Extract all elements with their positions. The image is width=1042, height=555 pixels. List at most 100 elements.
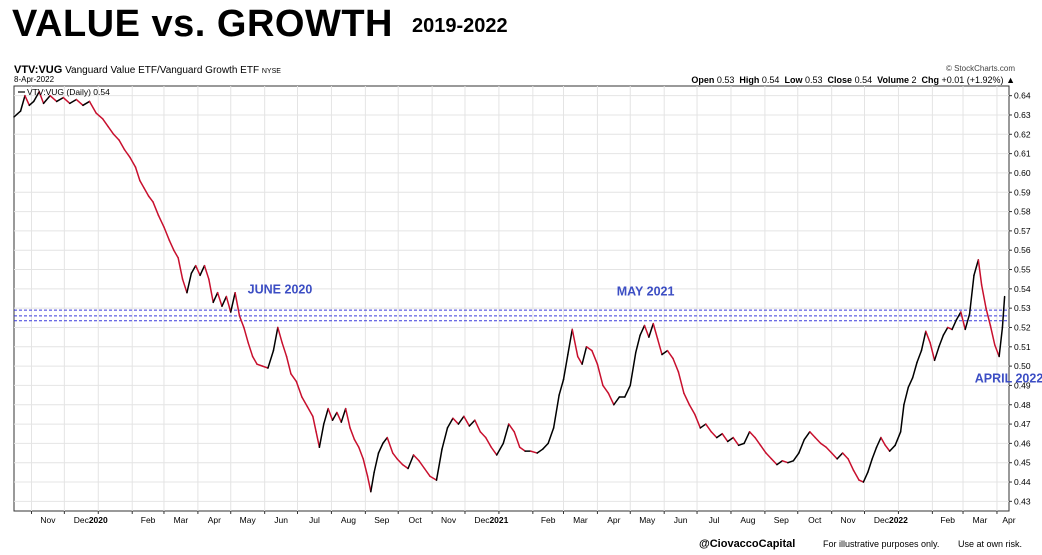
y-tick-label: 0.57 <box>1014 226 1031 236</box>
series-segment <box>770 458 778 466</box>
ohlc-high-label: High <box>739 75 760 85</box>
ohlc-close-value: 0.54 <box>854 75 873 85</box>
series-segment <box>602 384 610 394</box>
disclaimer-illustrative: For illustrative purposes only. <box>823 539 940 549</box>
series-segment <box>920 330 927 352</box>
x-tick-label: Apr <box>1002 515 1015 525</box>
y-tick-label: 0.48 <box>1014 400 1031 410</box>
chart-symbol: VTV:VUG <box>14 64 63 76</box>
series-segment <box>661 349 669 356</box>
series-segment <box>247 342 254 358</box>
series-segment <box>558 378 565 396</box>
series-segment <box>591 349 599 365</box>
y-tick-label: 0.58 <box>1014 207 1031 217</box>
series-segment <box>112 133 120 141</box>
series-segment <box>203 264 210 280</box>
series-segment <box>32 91 40 103</box>
series-segment <box>272 326 279 352</box>
series-segment <box>694 413 702 429</box>
series-segment <box>168 239 175 251</box>
ohlc-change-value: +0.01 (+1.92%) <box>941 75 1004 85</box>
x-tick-label: Nov <box>40 515 56 525</box>
series-segment <box>629 351 637 387</box>
series-segment <box>423 467 431 477</box>
ohlc-high-value: 0.54 <box>761 75 780 85</box>
series-segment <box>847 458 855 472</box>
series-segment <box>994 344 1000 358</box>
series-segment <box>989 324 996 346</box>
x-tick-label: Apr <box>208 515 221 525</box>
series-segment <box>495 442 505 456</box>
series-segment <box>28 100 35 107</box>
series-segment <box>177 257 184 280</box>
y-tick-label: 0.55 <box>1014 265 1031 275</box>
series-segment <box>234 291 241 317</box>
series-segment <box>323 407 329 425</box>
y-tick-label: 0.52 <box>1014 322 1031 332</box>
x-tick-label: May <box>240 515 257 525</box>
x-tick-label: Feb <box>541 515 556 525</box>
x-tick-label: Mar <box>174 515 189 525</box>
series-segment <box>929 342 936 362</box>
series-segment <box>82 100 91 107</box>
series-segment <box>391 452 398 460</box>
series-segment <box>933 346 940 362</box>
series-segment <box>366 475 372 493</box>
series-segment <box>446 417 454 429</box>
series-segment <box>412 454 420 462</box>
x-tick-label: 2021 <box>489 515 508 525</box>
x-tick-label: Oct <box>808 515 822 525</box>
price-ratio-chart: 0.43 0.44 0.45 0.46 0.47 0.48 0.49 0.50 0.51 0.52… <box>13 85 1042 525</box>
series-segment <box>639 324 646 336</box>
series-segment <box>862 471 869 483</box>
series-segment <box>331 411 338 421</box>
series-segment <box>358 446 364 460</box>
series-segment <box>216 291 223 307</box>
x-tick-label: Jun <box>274 515 288 525</box>
series-segment <box>715 432 723 439</box>
y-tick-label: 0.53 <box>1014 303 1031 313</box>
series-segment <box>190 264 197 275</box>
y-tick-label: 0.44 <box>1014 477 1031 487</box>
series-segment <box>502 423 510 445</box>
grid <box>14 86 1009 511</box>
y-tick-label: 0.50 <box>1014 361 1031 371</box>
series-segment <box>613 396 621 406</box>
series-segment <box>836 452 844 460</box>
y-tick-label: 0.60 <box>1014 168 1031 178</box>
ohlc-change-label: Chg <box>921 75 940 85</box>
series-segment <box>474 419 482 433</box>
series-segment <box>672 357 680 373</box>
series-segment <box>899 404 905 433</box>
series-segment <box>221 295 228 307</box>
series-segment <box>814 436 822 445</box>
series-segment <box>596 363 604 387</box>
series-segment <box>980 284 987 309</box>
series-segment <box>107 125 115 136</box>
series-segment <box>152 201 160 217</box>
series-segment <box>951 319 958 331</box>
ohlc-low-label: Low <box>784 75 803 85</box>
series-segment <box>407 454 415 470</box>
series-segment <box>281 342 288 358</box>
series-segment <box>370 471 375 493</box>
series-segment <box>830 452 838 460</box>
series-segment <box>754 436 762 447</box>
chart-security-name: Vanguard Value ETF/Vanguard Growth ETF <box>65 65 260 76</box>
x-tick-label: Aug <box>341 515 356 525</box>
page-title: VALUE vs. GROWTH <box>12 3 393 45</box>
series-segment <box>648 322 655 338</box>
series-segment <box>513 431 521 448</box>
y-tick-label: 0.46 <box>1014 438 1031 448</box>
series-segment <box>825 446 833 454</box>
series-segment <box>194 264 201 277</box>
series-segment <box>457 415 465 425</box>
series-segment <box>386 436 394 454</box>
annotation-label: APRIL 2022 <box>975 372 1042 386</box>
chart-source: © StockCharts.com <box>945 64 1015 73</box>
y-tick-label: 0.45 <box>1014 458 1031 468</box>
series-segment <box>960 311 966 331</box>
series-segment <box>212 291 219 304</box>
series-segment <box>787 460 795 464</box>
series-segment <box>429 475 438 481</box>
